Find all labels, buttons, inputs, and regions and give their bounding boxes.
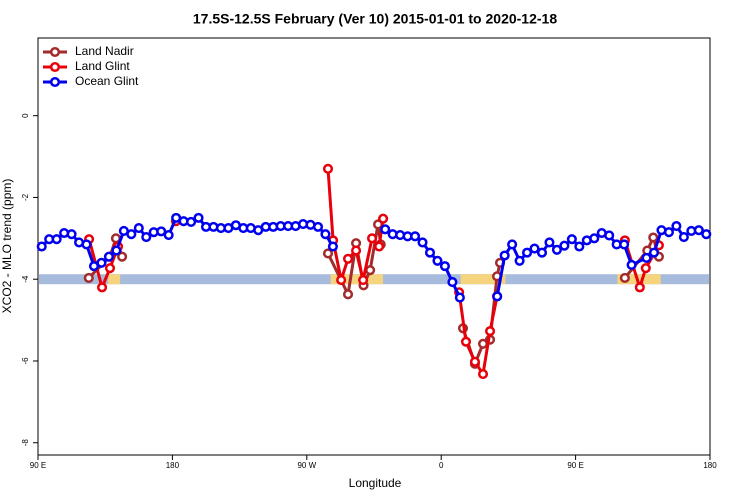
data-point [589,233,600,244]
data-point [626,259,637,270]
data-point [454,292,465,303]
data-point [186,216,197,228]
data-point [117,251,128,262]
data-point [424,247,436,258]
data-point [358,274,369,286]
data-point [648,247,660,258]
data-point [378,213,389,224]
data-point [551,244,562,255]
data-point [193,212,204,223]
data-point [163,230,174,241]
data-point [96,257,107,268]
chart-title: 17.5S-12.5S February (Ver 10) 2015-01-01… [193,11,557,27]
legend-marker [49,46,61,58]
data-point [641,252,652,263]
data-point [141,232,152,243]
data-point [380,224,391,235]
data-point [671,221,682,232]
data-point [51,234,62,245]
data-point [544,237,555,248]
data-point [492,291,503,302]
data-point [156,226,167,237]
series-line [87,222,661,366]
y-axis-label: XCO2 - MLO trend (ppm) [0,179,14,314]
y-tick-label: -8 [21,439,30,447]
data-point [619,239,630,250]
data-point [640,263,651,274]
x-tick-label: 180 [703,461,717,470]
data-point [514,255,525,266]
data-point [634,282,645,293]
land-band [330,274,383,285]
data-point [566,234,577,245]
data-point [410,231,421,242]
data-point [439,261,450,272]
data-point [469,356,480,367]
data-point [322,163,334,174]
data-point [678,232,689,243]
data-point [477,369,489,380]
data-point [507,239,518,250]
data-point [559,240,570,251]
data-point [81,239,92,250]
data-point [648,232,659,243]
data-point [126,229,137,240]
legend-label: Ocean Glint [75,74,139,88]
data-point [529,243,540,254]
data-point [342,253,354,264]
land-band [617,274,661,285]
data-point [619,272,630,284]
y-tick-label: -4 [21,275,30,283]
data-point [484,326,496,337]
data-point [97,282,108,293]
data-point [83,272,94,284]
data-point [320,229,331,240]
data-point [536,247,548,258]
data-point [693,225,704,236]
data-point [460,336,472,347]
legend-label: Land Nadir [75,44,134,58]
x-tick-label: 90 E [30,461,46,470]
x-tick-label: 180 [166,461,180,470]
data-point [312,221,324,232]
legend-marker [49,61,61,73]
legend-marker [49,76,61,88]
x-tick-label: 0 [439,461,444,470]
data-point [574,241,585,252]
y-tick-label: 0 [21,113,30,118]
legend-label: Land Glint [75,59,130,73]
y-tick-label: -6 [21,357,30,365]
x-tick-label: 90 W [297,461,316,470]
data-point [701,229,712,240]
y-tick-label: -2 [21,193,30,201]
data-point [417,237,428,248]
data-point [367,233,378,244]
data-point [604,230,615,241]
land-band [460,274,506,285]
data-point [342,289,354,300]
x-axis-label: Longitude [349,476,402,490]
x-tick-label: 90 E [567,461,583,470]
data-point [351,245,362,256]
data-point [432,255,443,266]
data-point [663,227,674,238]
data-point [103,251,114,262]
data-point [66,229,77,240]
data-point [522,247,533,258]
data-point [36,241,47,252]
land-band [108,274,121,285]
data-point [111,245,122,256]
data-point [133,223,144,234]
data-point [447,277,458,288]
data-point [104,263,116,274]
data-point [336,274,347,286]
data-point [374,241,385,252]
data-point [499,250,510,261]
data-point [322,248,334,259]
data-point [365,265,376,276]
data-point [327,241,338,252]
